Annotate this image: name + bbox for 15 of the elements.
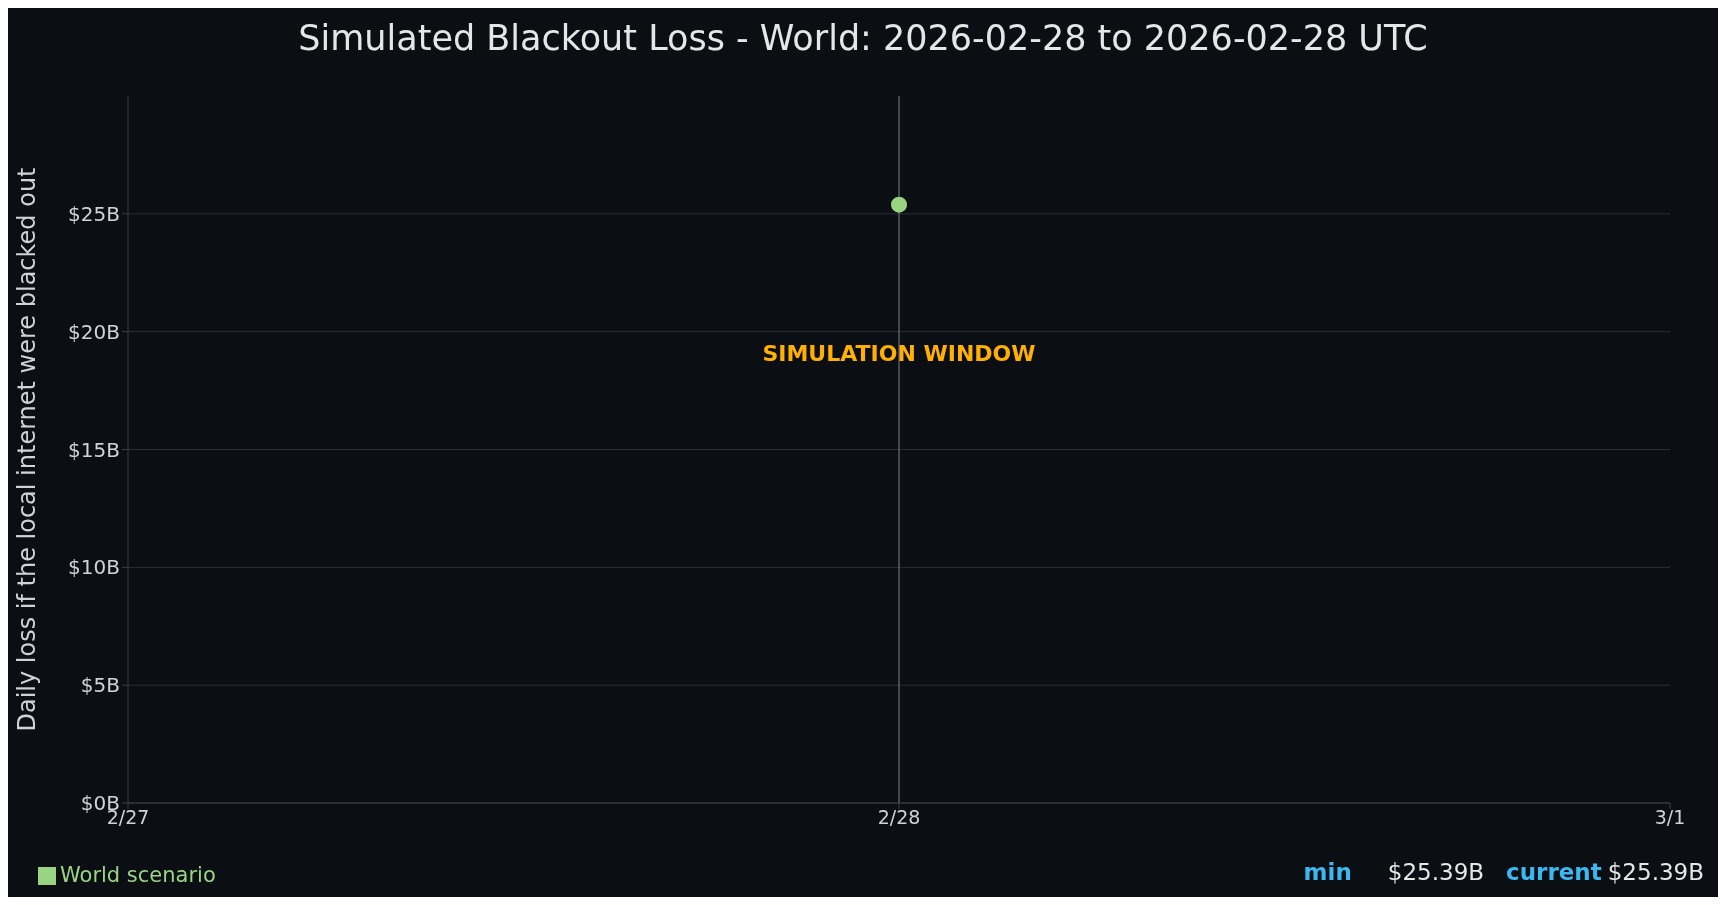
- y-tick-label: $20B: [68, 319, 120, 344]
- y-axis-title: Daily loss if the local internet were blacked out: [12, 167, 41, 732]
- y-tick-label: $10B: [68, 555, 120, 580]
- y-tick-label: $15B: [68, 437, 120, 462]
- chart-title: Simulated Blackout Loss - World: 2026-02-28 to 2026-02-28 UTC: [297, 18, 1429, 58]
- legend-label: World scenario: [60, 863, 216, 887]
- x-tick-label: 2/28: [877, 806, 921, 829]
- x-tick-label: 3/1: [1654, 806, 1686, 829]
- text: $25.39B: [1387, 859, 1485, 885]
- y-tick-label: $5B: [80, 673, 120, 698]
- text: min: [1303, 859, 1352, 885]
- text: $25.39B: [1607, 859, 1704, 885]
- y-tick-label: $25B: [68, 201, 120, 226]
- ref-line-label: SIMULATION WINDOW: [762, 341, 1036, 367]
- text: current: [1506, 859, 1602, 885]
